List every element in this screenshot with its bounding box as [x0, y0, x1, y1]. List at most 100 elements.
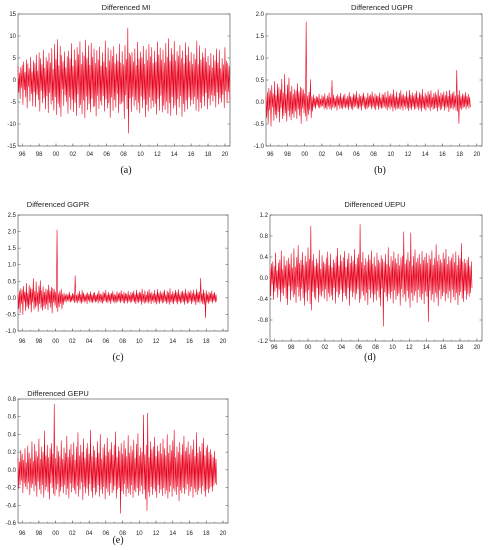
panel-caption: (d) [364, 352, 376, 363]
x-tick-label: 02 [69, 339, 76, 345]
x-tick-label: 98 [36, 152, 43, 158]
y-tick-label: 0.0 [256, 100, 265, 106]
y-tick-label: -15 [7, 144, 16, 150]
x-tick-label: 06 [103, 152, 110, 158]
y-tick-label: 0.5 [256, 78, 265, 84]
chart-panel-ugpr: Differenced UGPR 2.0 1.5 1.0 0.5 0.0 -0.5 -1.0… [250, 0, 489, 176]
x-tick-label: 18 [203, 339, 210, 345]
chart-title: Differenced GGPR [27, 200, 90, 209]
chart-title: Differenced UEPU [344, 200, 405, 209]
x-tick-label: 04 [336, 152, 343, 158]
y-tick-label: 15 [9, 12, 16, 18]
y-tick-label: 2.5 [8, 213, 17, 219]
x-tick-label: 08 [120, 152, 127, 158]
x-tick-label: 98 [284, 152, 291, 158]
series-line [17, 27, 231, 134]
x-tick-label: 00 [52, 531, 59, 537]
x-tick-label: 14 [169, 531, 176, 537]
x-tick-label: 02 [319, 152, 326, 158]
x-tick-label: 00 [301, 152, 308, 158]
y-tick-label: -0.5 [6, 312, 17, 318]
x-tick-label: 00 [53, 152, 60, 158]
panel-caption: (e) [112, 535, 124, 546]
x-tick-label: 08 [372, 345, 379, 351]
x-tick-label: 08 [370, 152, 377, 158]
y-tick-label: 0.5 [8, 279, 17, 285]
y-tick-label: -10 [7, 122, 16, 128]
y-tick-label: 0 [13, 78, 17, 84]
panel-caption: (b) [374, 165, 386, 176]
x-tick-label: 20 [474, 345, 481, 351]
y-tick-label: -0.8 [258, 318, 269, 324]
x-tick-label: 10 [136, 339, 143, 345]
x-tick-label: 20 [473, 152, 480, 158]
x-tick-label: 10 [137, 152, 144, 158]
x-tick-label: 08 [119, 531, 126, 537]
y-tick-label: 10 [9, 34, 16, 40]
y-tick-label: 1.5 [8, 246, 17, 252]
x-tick-label: 98 [288, 345, 295, 351]
chart-panel-mi: Differenced MI 15 10 5 0 -5 -10 -15 96 98 00 02 04 0… [0, 0, 240, 176]
x-tick-label: 12 [154, 152, 161, 158]
x-tick-label: 14 [423, 345, 430, 351]
plot-frame [265, 13, 483, 147]
y-tick-label: 0.0 [8, 468, 17, 474]
series-line [17, 404, 217, 514]
y-tick-label: 5 [13, 56, 17, 62]
y-tick-label: -5 [11, 100, 17, 106]
x-tick-label: 18 [456, 152, 463, 158]
x-tick-label: 14 [171, 152, 178, 158]
chart-gepu-svg: Differenced GEPU 0.8 0.6 0.4 0.2 0.0 -0.2 -0.4… [6, 389, 229, 537]
y-tick-label: 0.2 [8, 450, 17, 456]
y-tick-label: 2.0 [256, 12, 265, 18]
x-tick-label: 96 [19, 152, 26, 158]
series-line [17, 229, 217, 319]
chart-panel-ggpr: Differenced GGPR 2.5 2.0 1.5 1.0 0.5 0.0 -0.5 -… [0, 195, 240, 377]
x-tick-label: 12 [153, 531, 160, 537]
x-tick-label: 20 [220, 339, 227, 345]
chart-title: Differenced GEPU [27, 389, 89, 398]
x-tick-label: 12 [406, 345, 413, 351]
panel-caption: (a) [120, 165, 132, 176]
y-tick-label: 1.5 [256, 34, 265, 40]
chart-ugpr-svg: Differenced UGPR 2.0 1.5 1.0 0.5 0.0 -0.5 -1.0… [254, 3, 483, 158]
y-tick-label: -1.2 [258, 339, 269, 345]
x-tick-label: 10 [389, 345, 396, 351]
x-tick-label: 16 [188, 152, 195, 158]
y-tick-label: -0.4 [6, 503, 17, 509]
plot-frame [17, 214, 229, 332]
x-tick-label: 96 [19, 531, 26, 537]
x-tick-label: 00 [52, 339, 59, 345]
series-line [265, 21, 471, 127]
x-tick-label: 04 [86, 339, 93, 345]
x-tick-label: 96 [271, 345, 278, 351]
y-tick-label: -0.6 [6, 521, 17, 527]
x-tick-label: 04 [86, 152, 93, 158]
x-tick-label: 02 [69, 531, 76, 537]
x-tick-label: 16 [186, 531, 193, 537]
y-tick-label: 0.8 [8, 397, 17, 403]
y-tick-label: -0.4 [258, 297, 269, 303]
x-tick-label: 12 [153, 339, 160, 345]
x-tick-label: 04 [338, 345, 345, 351]
x-tick-label: 06 [353, 152, 360, 158]
x-tick-label: 02 [322, 345, 329, 351]
x-tick-label: 06 [103, 339, 110, 345]
x-tick-label: 00 [305, 345, 312, 351]
x-tick-label: 16 [186, 339, 193, 345]
x-tick-label: 20 [220, 531, 227, 537]
x-tick-label: 10 [136, 531, 143, 537]
x-tick-label: 18 [203, 531, 210, 537]
chart-ggpr-svg: Differenced GGPR 2.5 2.0 1.5 1.0 0.5 0.0 -0.5 -… [6, 200, 229, 345]
x-tick-label: 10 [387, 152, 394, 158]
x-tick-label: 20 [222, 152, 229, 158]
x-tick-label: 18 [457, 345, 464, 351]
x-tick-label: 98 [36, 531, 43, 537]
y-tick-label: -1.0 [6, 329, 17, 335]
x-tick-label: 06 [103, 531, 110, 537]
x-tick-label: 08 [119, 339, 126, 345]
x-tick-label: 16 [439, 152, 446, 158]
y-tick-label: 0.4 [8, 432, 17, 438]
y-tick-label: 1.0 [256, 56, 265, 62]
